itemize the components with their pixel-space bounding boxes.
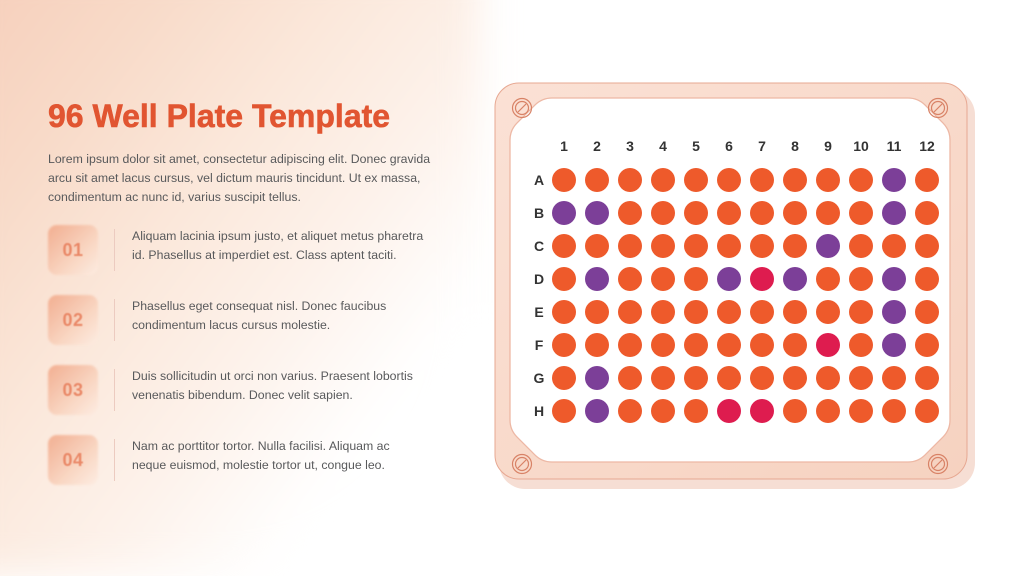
svg-text:2: 2 (593, 138, 601, 154)
svg-text:12: 12 (919, 138, 935, 154)
svg-text:8: 8 (791, 138, 799, 154)
svg-text:5: 5 (692, 138, 700, 154)
svg-text:6: 6 (725, 138, 733, 154)
svg-text:9: 9 (824, 138, 832, 154)
svg-text:3: 3 (626, 138, 634, 154)
svg-text:D: D (534, 271, 544, 287)
svg-text:B: B (534, 205, 544, 221)
svg-text:F: F (535, 337, 544, 353)
svg-text:4: 4 (659, 138, 667, 154)
svg-text:1: 1 (560, 138, 568, 154)
svg-text:H: H (534, 403, 544, 419)
svg-text:7: 7 (758, 138, 766, 154)
svg-text:11: 11 (887, 138, 902, 154)
svg-text:C: C (534, 238, 544, 254)
svg-text:E: E (534, 304, 543, 320)
svg-text:G: G (534, 370, 545, 386)
svg-text:10: 10 (853, 138, 869, 154)
svg-text:A: A (534, 172, 544, 188)
